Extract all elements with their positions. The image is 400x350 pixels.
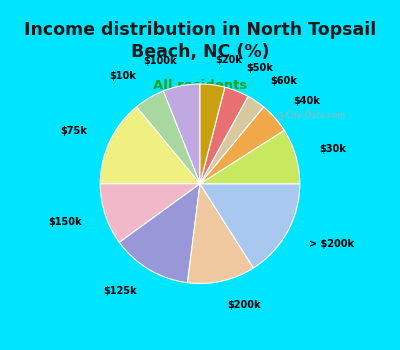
Text: $40k: $40k xyxy=(294,96,320,106)
Wedge shape xyxy=(200,84,225,184)
Text: All residents: All residents xyxy=(153,79,247,92)
Text: $30k: $30k xyxy=(320,144,347,154)
Wedge shape xyxy=(200,130,300,184)
Wedge shape xyxy=(100,184,200,243)
Wedge shape xyxy=(188,184,254,284)
Wedge shape xyxy=(200,87,248,184)
Text: $10k: $10k xyxy=(110,71,136,82)
Wedge shape xyxy=(100,107,200,184)
Text: $150k: $150k xyxy=(48,217,82,227)
Text: $100k: $100k xyxy=(143,56,177,66)
Text: $75k: $75k xyxy=(60,126,87,136)
Text: $200k: $200k xyxy=(227,300,261,310)
Text: > $200k: > $200k xyxy=(309,239,354,249)
Wedge shape xyxy=(163,84,200,184)
Text: $125k: $125k xyxy=(103,286,136,296)
Text: $50k: $50k xyxy=(246,63,273,73)
Wedge shape xyxy=(200,107,284,184)
Text: Income distribution in North Topsail
Beach, NC (%): Income distribution in North Topsail Bea… xyxy=(24,21,376,61)
Text: ⓘ City-Data.com: ⓘ City-Data.com xyxy=(278,111,346,120)
Wedge shape xyxy=(119,184,200,283)
Text: $60k: $60k xyxy=(270,76,297,86)
Text: $20k: $20k xyxy=(216,55,242,65)
Wedge shape xyxy=(200,184,300,268)
Wedge shape xyxy=(200,96,264,184)
Wedge shape xyxy=(136,91,200,184)
